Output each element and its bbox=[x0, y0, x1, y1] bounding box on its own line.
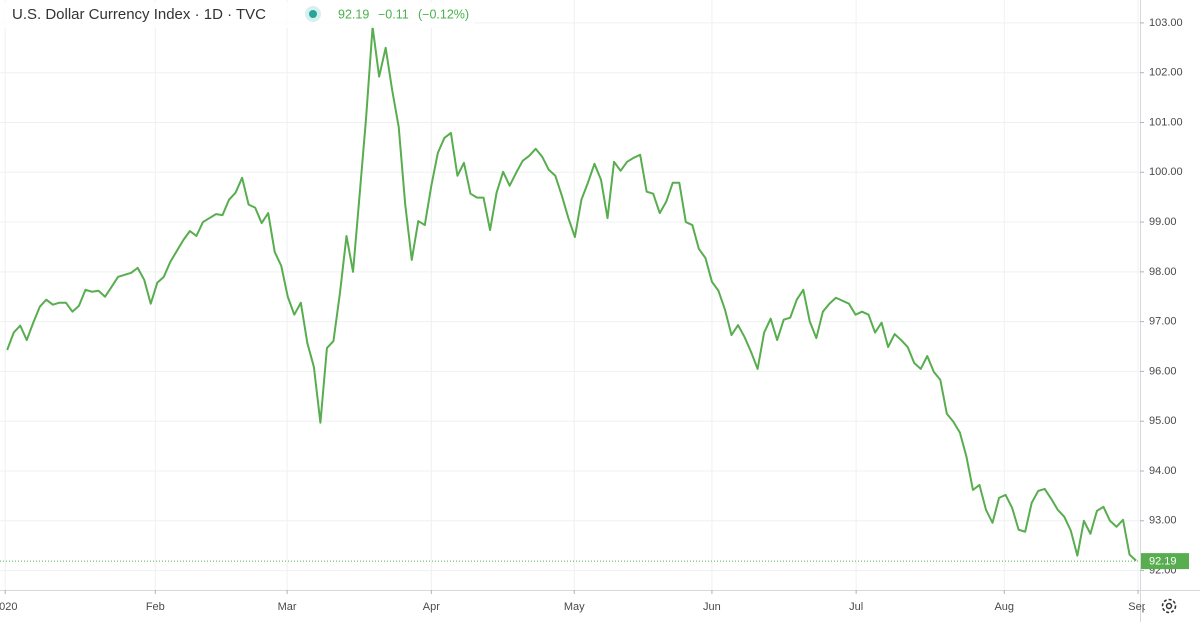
x-tick-label: Jun bbox=[703, 601, 721, 613]
y-tick-label: 97.00 bbox=[1149, 316, 1177, 328]
y-tick-label: 94.00 bbox=[1149, 465, 1177, 477]
header-change-percent: (−0.12%) bbox=[418, 7, 469, 21]
time-axis: 2020 Feb Mar Apr May Jun Jul Aug Sep bbox=[0, 590, 1148, 613]
y-tick-label: 100.00 bbox=[1149, 166, 1183, 178]
header-change: −0.11 bbox=[378, 7, 409, 21]
header-bg bbox=[0, 2, 475, 28]
y-tick-label: 101.00 bbox=[1149, 116, 1183, 128]
y-tick-label: 93.00 bbox=[1149, 515, 1177, 527]
x-tick-label: Jul bbox=[849, 601, 863, 613]
header-price: 92.19 bbox=[338, 7, 369, 21]
x-tick-label: May bbox=[564, 601, 585, 613]
last-price-label: 92.19 bbox=[1149, 556, 1177, 568]
price-line bbox=[6, 25, 1137, 562]
grid bbox=[0, 0, 1140, 590]
y-tick-label: 102.00 bbox=[1149, 67, 1183, 79]
y-tick-label: 99.00 bbox=[1149, 216, 1177, 228]
x-tick-label: Aug bbox=[994, 601, 1014, 613]
y-tick-label: 96.00 bbox=[1149, 365, 1177, 377]
price-axis: 92.0093.0094.0095.0096.0097.0098.0099.00… bbox=[1140, 17, 1189, 576]
y-tick-label: 103.00 bbox=[1149, 17, 1183, 29]
x-tick-label: Feb bbox=[146, 601, 165, 613]
x-tick-label: Sep bbox=[1128, 601, 1148, 613]
chart-title: U.S. Dollar Currency Index · 1D · TVC bbox=[12, 6, 266, 23]
gear-teeth bbox=[1161, 598, 1177, 614]
last-price-box bbox=[1141, 553, 1189, 570]
gear-hub bbox=[1165, 602, 1173, 610]
header: U.S. Dollar Currency Index · 1D · TVC 92… bbox=[0, 2, 475, 28]
status-dot bbox=[309, 10, 317, 18]
settings-icon[interactable] bbox=[1161, 598, 1177, 614]
y-tick-label: 98.00 bbox=[1149, 266, 1177, 278]
x-tick-label: Mar bbox=[278, 601, 297, 613]
y-tick-label: 95.00 bbox=[1149, 415, 1177, 427]
x-tick-label: 2020 bbox=[0, 601, 17, 613]
plot-area bbox=[0, 25, 1140, 562]
x-tick-label: Apr bbox=[423, 601, 440, 613]
